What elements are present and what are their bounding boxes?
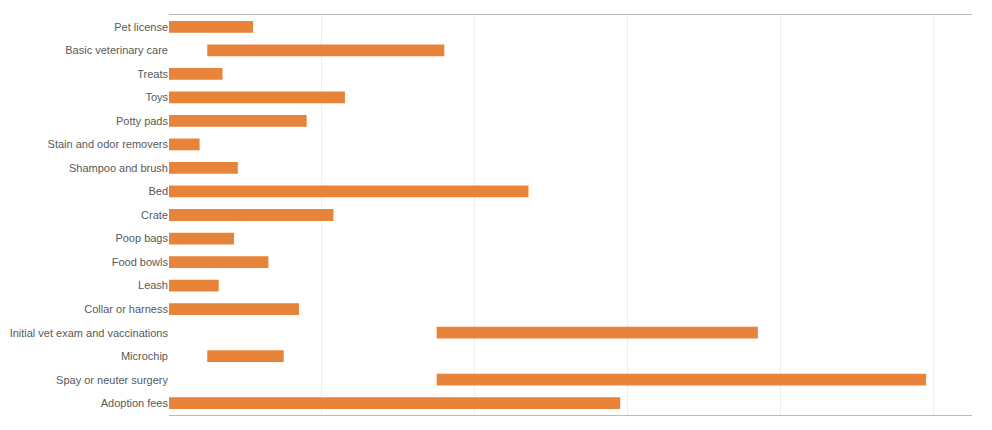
svg-text:Treats: Treats xyxy=(137,68,168,80)
svg-text:Bed: Bed xyxy=(148,185,168,197)
svg-text:Basic veterinary care: Basic veterinary care xyxy=(65,44,168,56)
svg-text:Potty pads: Potty pads xyxy=(116,115,168,127)
svg-text:Poop bags: Poop bags xyxy=(115,232,168,244)
svg-text:Leash: Leash xyxy=(138,279,168,291)
svg-text:Stain and odor removers: Stain and odor removers xyxy=(48,138,169,150)
svg-text:Microchip: Microchip xyxy=(121,350,168,362)
svg-text:Toys: Toys xyxy=(145,91,168,103)
svg-text:Adoption fees: Adoption fees xyxy=(101,397,169,409)
svg-text:Collar or harness: Collar or harness xyxy=(84,303,168,315)
svg-text:Pet license: Pet license xyxy=(114,21,168,33)
svg-text:Crate: Crate xyxy=(141,209,168,221)
svg-text:Initial vet exam and vaccinati: Initial vet exam and vaccinations xyxy=(10,327,169,339)
svg-text:Food bowls: Food bowls xyxy=(112,256,169,268)
svg-text:Shampoo and brush: Shampoo and brush xyxy=(69,162,168,174)
svg-text:Spay or neuter surgery: Spay or neuter surgery xyxy=(56,374,168,386)
